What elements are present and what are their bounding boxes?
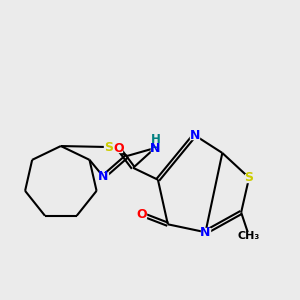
Bar (153, 136, 158, 143)
Bar (114, 144, 122, 152)
Text: O: O (113, 142, 124, 154)
Text: N: N (98, 170, 109, 183)
Bar (151, 144, 159, 152)
Text: N: N (200, 226, 211, 239)
Bar (104, 143, 112, 151)
Text: N: N (150, 142, 160, 154)
Text: H: H (150, 142, 160, 154)
Bar (243, 232, 255, 240)
Text: N: N (189, 129, 200, 142)
Bar (245, 174, 253, 182)
Bar (138, 211, 146, 218)
Text: H: H (151, 133, 160, 146)
Bar (151, 144, 159, 152)
Text: CH₃: CH₃ (238, 231, 260, 241)
Text: S: S (104, 140, 113, 154)
Bar (190, 131, 199, 139)
Text: S: S (244, 171, 253, 184)
Text: O: O (137, 208, 147, 221)
Bar (99, 173, 108, 181)
Bar (201, 228, 210, 236)
